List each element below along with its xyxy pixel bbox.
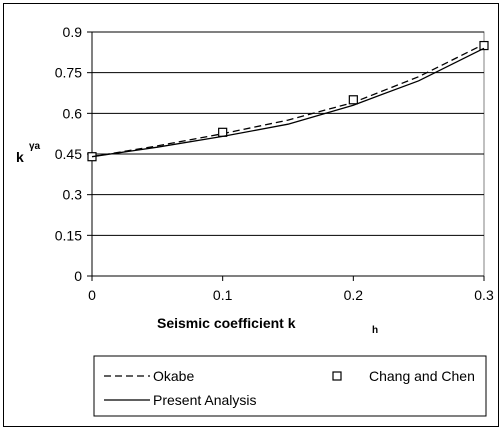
y-tick-label: 0.9 <box>63 24 83 40</box>
x-axis-label-sub: h <box>372 325 378 336</box>
y-axis-label: k <box>16 149 24 165</box>
chart-frame <box>3 3 499 427</box>
x-tick-label: 0 <box>88 287 96 303</box>
x-tick-label: 0.2 <box>344 287 364 303</box>
legend-swatch-chang-chen <box>332 371 342 381</box>
legend-label-present-analysis: Present Analysis <box>153 392 257 408</box>
x-tick-label: 0.1 <box>213 287 233 303</box>
y-tick-label: 0.6 <box>63 105 83 121</box>
series-line-okabe <box>91 43 485 158</box>
x-tick-label: 0.3 <box>474 287 494 303</box>
series-line-present-analysis <box>91 47 485 158</box>
legend <box>93 355 487 417</box>
legend-label-chang-chen: Chang and Chen <box>369 368 475 384</box>
y-tick-label: 0.3 <box>63 187 83 203</box>
y-tick-label: 0.45 <box>55 146 82 162</box>
y-tick-label: 0 <box>74 268 82 284</box>
data-point-chang-chen <box>218 127 228 137</box>
y-axis-label-main: k <box>16 149 24 165</box>
x-axis-label: Seismic coefficient k <box>157 315 296 331</box>
legend-label-okabe: Okabe <box>153 368 194 384</box>
y-tick-label: 0.75 <box>55 65 82 81</box>
data-point-chang-chen <box>479 40 489 51</box>
data-point-chang-chen <box>348 95 358 105</box>
y-tick-label: 0.15 <box>55 227 82 243</box>
y-axis-label-sup: γa <box>29 141 41 152</box>
